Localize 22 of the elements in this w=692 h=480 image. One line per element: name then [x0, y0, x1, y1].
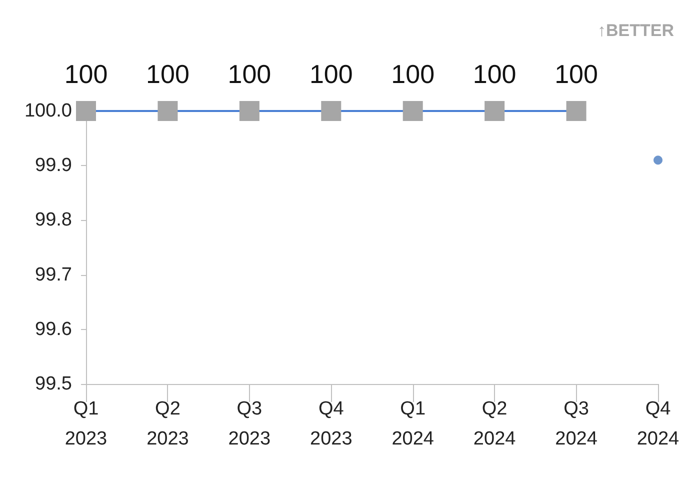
x-tick-label: Q4 2024 — [636, 398, 680, 450]
x-tick-label: Q4 2023 — [310, 398, 352, 450]
data-label: 100 — [309, 59, 353, 89]
data-label: 100 — [228, 59, 272, 89]
data-label: 100 — [472, 59, 516, 89]
data-label: 100 — [64, 59, 108, 89]
x-tick-label: Q3 2023 — [228, 398, 271, 450]
x-tick-label: Q2 2024 — [473, 398, 516, 450]
y-tick-label: 99.9 — [35, 155, 72, 176]
data-label: 100 — [554, 59, 598, 89]
x-tick-label: Q3 2024 — [555, 398, 598, 450]
y-tick-label: 99.5 — [35, 374, 72, 394]
y-tick-label: 100.0 — [24, 100, 72, 122]
data-label: 100 — [146, 59, 190, 89]
y-tick-label: 99.6 — [35, 318, 72, 340]
x-tick-label: Q2 2023 — [146, 398, 189, 450]
y-tick-label: 99.7 — [35, 264, 72, 286]
x-tick-label: Q1 2023 — [64, 398, 108, 450]
text: ↑BETTER — [598, 21, 674, 40]
data-label: 100 — [391, 59, 435, 89]
x-tick-label: Q1 2024 — [392, 398, 434, 450]
y-tick-label: 99.8 — [35, 210, 72, 231]
